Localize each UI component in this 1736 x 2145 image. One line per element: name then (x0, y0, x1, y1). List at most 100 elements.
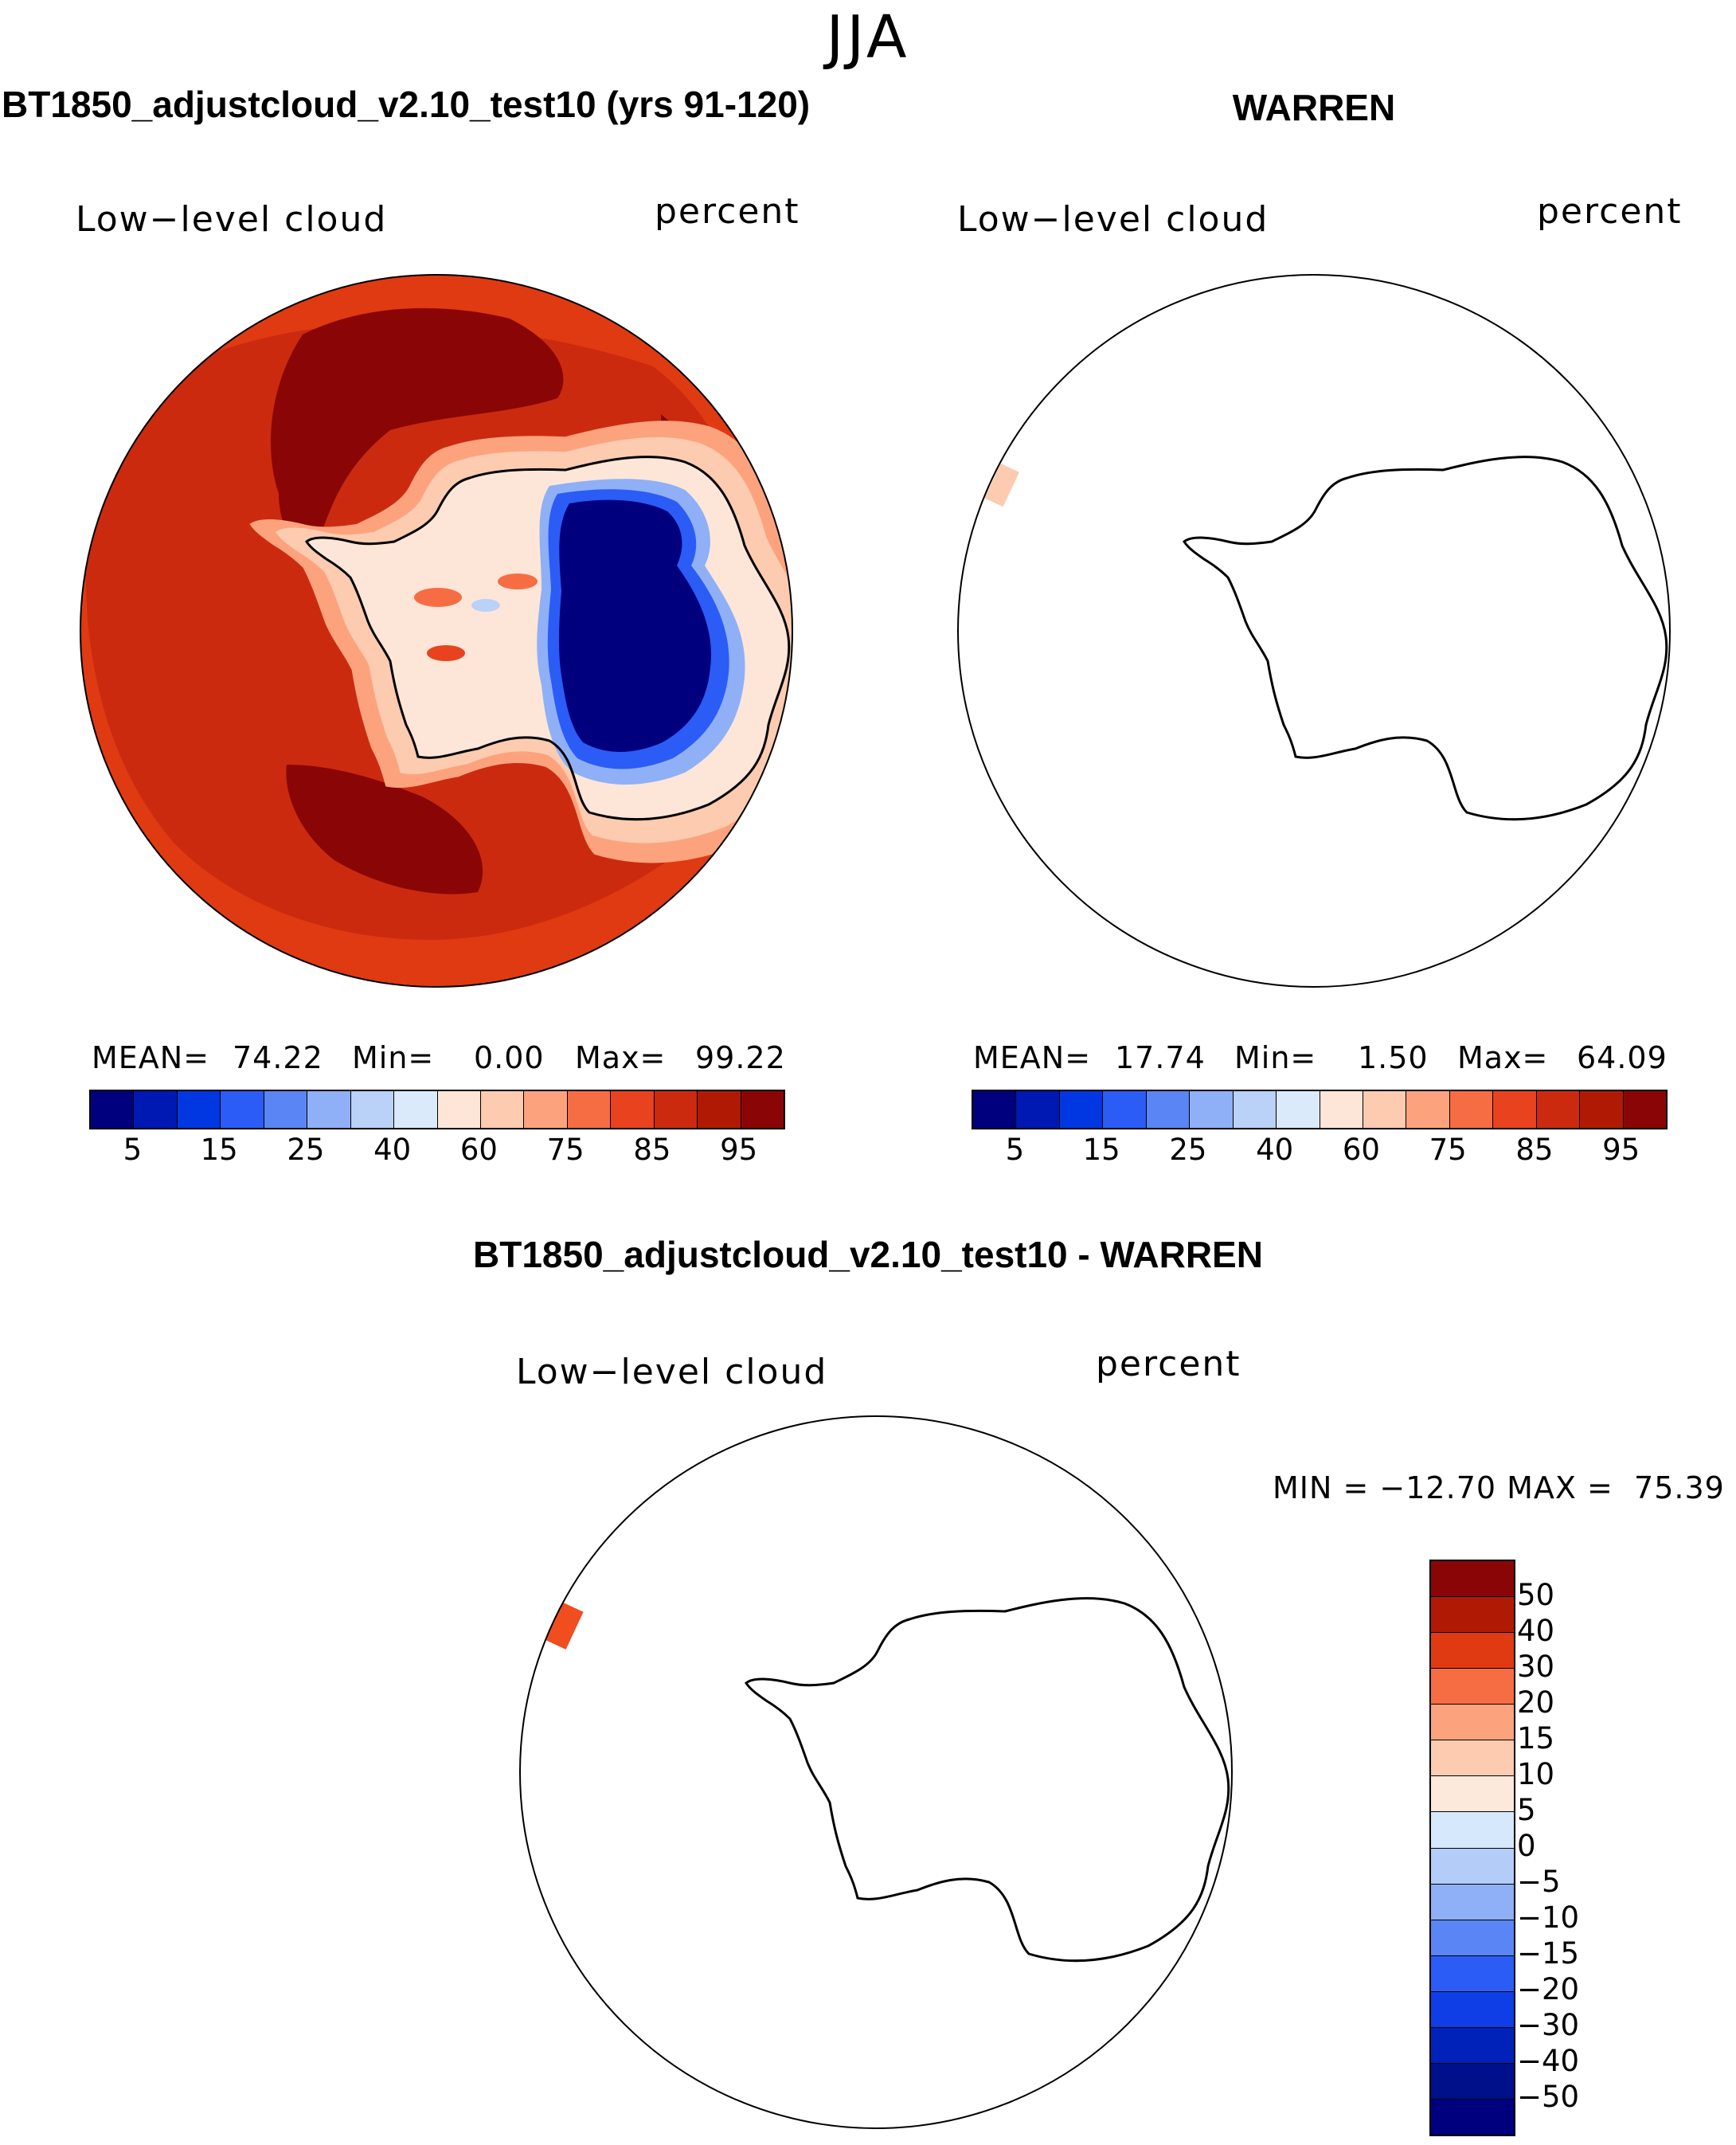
difference-colorbar-swatch (1431, 1669, 1514, 1705)
difference-colorbar-tick-label: 15 (1517, 1721, 1555, 1756)
difference-colorbar-swatch (1431, 1561, 1514, 1598)
warren-colorbar-swatch (1449, 1091, 1494, 1128)
warren-colorbar-swatch (1536, 1091, 1581, 1128)
difference-colorbar-tick-label: 50 (1517, 1578, 1555, 1612)
panel1-variable-label: Low−level cloud (76, 199, 388, 240)
warren-colorbar-swatch (1146, 1091, 1191, 1128)
panel2-max-value: 64.09 (1577, 1040, 1668, 1075)
panel3-min-max: MIN = −12.70 MAX = 75.39 (1273, 1470, 1725, 1505)
difference-colorbar-tick-label: −10 (1517, 1900, 1580, 1935)
difference-colorbar-ticks: 50 40 30 20 15 10 5 0 −5 −10 −15 −20 −30 −40 −50 (1517, 1560, 1613, 2133)
model-colorbar-swatch (91, 1091, 135, 1128)
model-colorbar-swatch (437, 1091, 481, 1128)
warren-colorbar-tick-label: 40 (1256, 1133, 1294, 1167)
model-colorbar-swatch (654, 1091, 698, 1128)
difference-colorbar-tick-label: −30 (1517, 2008, 1580, 2042)
warren-colorbar-tick-label: 5 (1005, 1133, 1025, 1167)
warren-colorbar-swatch (1190, 1091, 1234, 1128)
difference-colorbar-tick-label: 40 (1517, 1614, 1555, 1648)
warren-colorbar-swatch (973, 1091, 1017, 1128)
difference-colorbar-tick-label: 10 (1517, 1757, 1555, 1791)
warren-colorbar-swatch (1103, 1091, 1147, 1128)
panel3-units-label: percent (1096, 1344, 1241, 1384)
panel1-units-label: percent (655, 191, 800, 232)
warren-colorbar-swatch (1623, 1091, 1666, 1128)
model-map-field (80, 275, 792, 987)
warren-colorbar-ticks: 5 15 25 40 60 75 85 95 (972, 1133, 1664, 1172)
model-colorbar-tick-label: 15 (200, 1133, 238, 1167)
difference-colorbar-swatch (1431, 1955, 1514, 1992)
difference-colorbar-tick-label: −15 (1517, 1936, 1580, 1971)
panel3-variable-label: Low−level cloud (516, 1352, 828, 1392)
warren-colorbar-swatch (1320, 1091, 1363, 1128)
model-colorbar-tick-label: 25 (287, 1133, 325, 1167)
model-colorbar-ticks: 5 15 25 40 60 75 85 95 (89, 1133, 782, 1172)
difference-data-cell (544, 1602, 584, 1650)
model-colorbar-tick-label: 40 (373, 1133, 412, 1167)
difference-colorbar-tick-label: 20 (1517, 1685, 1555, 1720)
panel1-max-label: Max= (575, 1040, 667, 1075)
difference-colorbar-swatch (1431, 1848, 1514, 1885)
panel1-min-label: Min= (352, 1040, 435, 1075)
season-title: JJA (826, 3, 910, 72)
warren-colorbar-tick-label: 15 (1082, 1133, 1120, 1167)
model-colorbar-tick-label: 85 (633, 1133, 671, 1167)
panel3-title: BT1850_adjustcloud_v2.10_test10 - WARREN (473, 1234, 1263, 1275)
warren-colorbar-swatch (1233, 1091, 1277, 1128)
model-colorbar-swatch (480, 1091, 525, 1128)
model-colorbar-swatch (307, 1091, 351, 1128)
model-colorbar-tick-label: 95 (720, 1133, 758, 1167)
model-colorbar-swatch (611, 1091, 655, 1128)
warren-colorbar-swatch (1059, 1091, 1104, 1128)
model-colorbar-swatch (524, 1091, 568, 1128)
warren-colorbar-swatch (1406, 1091, 1450, 1128)
difference-colorbar-swatch (1431, 2027, 1514, 2064)
difference-colorbar-swatch (1431, 2063, 1514, 2100)
panel2-title: WARREN (1232, 87, 1396, 128)
warren-colorbar-swatch (1363, 1091, 1407, 1128)
difference-map (519, 1415, 1233, 2129)
panel2-min-label: Min= (1234, 1040, 1317, 1075)
difference-colorbar-tick-label: 30 (1517, 1650, 1555, 1684)
panel1-min-value: 0.00 (474, 1040, 545, 1075)
model-colorbar-swatch (741, 1091, 784, 1128)
difference-colorbar-swatch (1431, 1597, 1514, 1634)
difference-colorbar-tick-label: −40 (1517, 2044, 1580, 2078)
panel2-max-label: Max= (1457, 1040, 1549, 1075)
model-colorbar-tick-label: 60 (459, 1133, 498, 1167)
warren-map (957, 274, 1671, 988)
difference-colorbar (1429, 1560, 1515, 2136)
difference-colorbar-swatch (1431, 1776, 1514, 1813)
warren-colorbar-swatch (1493, 1091, 1537, 1128)
difference-colorbar-swatch (1431, 1884, 1514, 1920)
difference-colorbar-swatch (1431, 1740, 1514, 1777)
panel1-title: BT1850_adjustcloud_v2.10_test10 (yrs 91-… (2, 84, 811, 125)
warren-colorbar-tick-label: 75 (1429, 1133, 1467, 1167)
difference-colorbar-tick-label: 0 (1517, 1829, 1536, 1863)
difference-colorbar-swatch (1431, 1633, 1514, 1669)
warren-colorbar-swatch (1016, 1091, 1060, 1128)
model-map (80, 274, 793, 988)
panel1-mean-value: 74.22 (233, 1040, 323, 1075)
model-colorbar-swatch (264, 1091, 308, 1128)
panel1-mean-label: MEAN= (92, 1040, 210, 1075)
difference-colorbar-tick-label: −50 (1517, 2080, 1580, 2114)
model-colorbar-swatch (567, 1091, 612, 1128)
model-colorbar-swatch (698, 1091, 741, 1128)
model-colorbar-tick-label: 5 (123, 1133, 143, 1167)
difference-colorbar-swatch (1431, 1705, 1514, 1741)
difference-colorbar-tick-label: 5 (1517, 1793, 1536, 1827)
warren-data-cell (984, 463, 1019, 507)
difference-colorbar-swatch (1431, 1991, 1514, 2028)
difference-colorbar-tick-label: −5 (1517, 1865, 1561, 1899)
warren-colorbar-tick-label: 95 (1602, 1133, 1640, 1167)
warren-colorbar-tick-label: 85 (1515, 1133, 1554, 1167)
difference-colorbar-tick-label: −20 (1517, 1972, 1580, 2006)
model-colorbar-swatch (394, 1091, 438, 1128)
difference-colorbar-swatch (1431, 1812, 1514, 1849)
warren-colorbar-tick-label: 25 (1169, 1133, 1207, 1167)
panel2-variable-label: Low−level cloud (957, 199, 1269, 240)
model-colorbar-tick-label: 75 (546, 1133, 585, 1167)
warren-colorbar-tick-label: 60 (1342, 1133, 1380, 1167)
panel2-units-label: percent (1537, 191, 1683, 232)
